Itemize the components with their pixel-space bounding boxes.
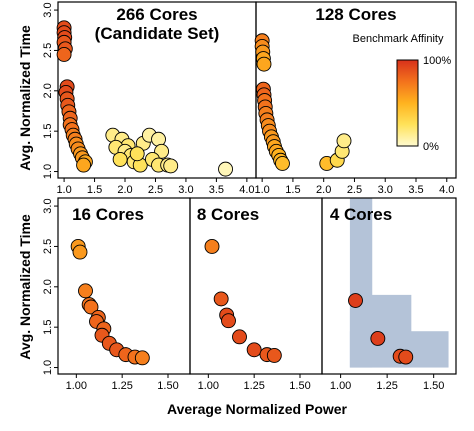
affinity-legend: Benchmark Affinity 100% 0% (353, 33, 452, 153)
x-tick-label: 1.0 (255, 184, 270, 196)
x-tick-label: 1.00 (330, 380, 351, 392)
x-tick-label: 3.0 (378, 184, 393, 196)
data-point (112, 151, 128, 167)
x-tick-label: 4.0 (439, 184, 454, 196)
legend-max-label: 100% (423, 55, 451, 67)
x-tick-label: 3.5 (408, 184, 423, 196)
data-point (221, 313, 236, 329)
data-point (163, 158, 179, 174)
x-tick-label: 4.0 (239, 184, 254, 196)
panel-title: (Candidate Set) (95, 24, 220, 43)
data-point (266, 347, 282, 363)
panel-5: 1.00 1.25 1.50 4 Cores (321, 197, 457, 392)
data-point (275, 156, 290, 171)
x-tick-label: 2.5 (148, 184, 163, 196)
panel-title: 128 Cores (315, 5, 396, 24)
x-tick-label: 3.5 (209, 184, 224, 196)
panel-1: 1.0 1.5 2.0 2.5 3.0 3.5 4.0 1.0 1.5 2.0 2.5 3.0 266 … (42, 1, 257, 196)
panel-3: 1.00 1.25 1.50 1.0 1.5 2.0 2.5 3.0 16 Cores (42, 197, 191, 392)
x-tick-label: 1.00 (66, 380, 87, 392)
data-point (370, 331, 386, 346)
panel-frame (321, 197, 457, 375)
data-point (56, 47, 72, 62)
y-axis-label-bottom: Avg. Normalized Time (17, 214, 33, 360)
panel-2: 1.0 1.5 2.0 2.5 3.0 3.5 4.0 128 Cores (255, 1, 457, 196)
data-point (204, 238, 220, 254)
panel-4: 1.00 1.25 1.50 8 Cores (189, 197, 323, 392)
x-tick-label: 2.0 (316, 184, 331, 196)
x-tick-label: 1.25 (376, 380, 397, 392)
data-point (232, 329, 247, 345)
x-tick-label: 1.50 (289, 380, 310, 392)
data-point (134, 350, 150, 366)
x-tick-label: 1.25 (243, 380, 264, 392)
x-tick-label: 1.25 (111, 380, 132, 392)
data-point (129, 146, 145, 162)
y-tick-label: 3.0 (42, 198, 54, 213)
data-point (218, 161, 233, 177)
y-tick-label: 1.5 (42, 320, 54, 335)
y-tick-label: 2.0 (42, 83, 54, 98)
y-tick-label: 2.5 (42, 239, 54, 254)
legend-title: Benchmark Affinity (353, 33, 444, 45)
panel-title: 8 Cores (197, 205, 259, 224)
y-tick-label: 1.0 (42, 360, 54, 375)
x-tick-label: 1.50 (423, 380, 444, 392)
panel-title: 16 Cores (72, 205, 144, 224)
y-tick-label: 2.0 (42, 279, 54, 294)
x-tick-label: 1.00 (198, 380, 219, 392)
panel-title: 4 Cores (330, 205, 392, 224)
data-point (256, 56, 272, 72)
x-tick-label: 1.5 (285, 184, 300, 196)
y-tick-label: 1.5 (42, 124, 54, 139)
legend-min-label: 0% (423, 141, 439, 153)
x-tick-label: 2.0 (117, 184, 132, 196)
data-point (336, 133, 352, 149)
x-tick-label: 2.5 (347, 184, 362, 196)
x-tick-label: 1.5 (87, 184, 102, 196)
data-point (213, 291, 229, 307)
data-point (78, 283, 93, 299)
legend-colorbar (396, 59, 419, 147)
data-point (76, 157, 92, 173)
y-tick-label: 3.0 (42, 2, 54, 17)
data-point (72, 244, 88, 260)
panels-layer: 1.0 1.5 2.0 2.5 3.0 3.5 4.01.01.52.02.53.0 266 … (42, 1, 457, 392)
x-tick-label: 3.0 (178, 184, 193, 196)
x-tick-label: 1.0 (56, 184, 71, 196)
data-point (398, 349, 414, 365)
y-tick-label: 2.5 (42, 43, 54, 58)
x-axis-label: Average Normalized Power (167, 401, 348, 417)
x-tick-label: 1.50 (157, 380, 178, 392)
data-point (246, 342, 262, 358)
y-tick-label: 1.0 (42, 164, 54, 179)
panel-title: 266 Cores (116, 5, 197, 24)
data-point (83, 299, 99, 315)
data-point (348, 293, 363, 308)
y-axis-label-top: Avg. Normalized Time (17, 25, 33, 171)
